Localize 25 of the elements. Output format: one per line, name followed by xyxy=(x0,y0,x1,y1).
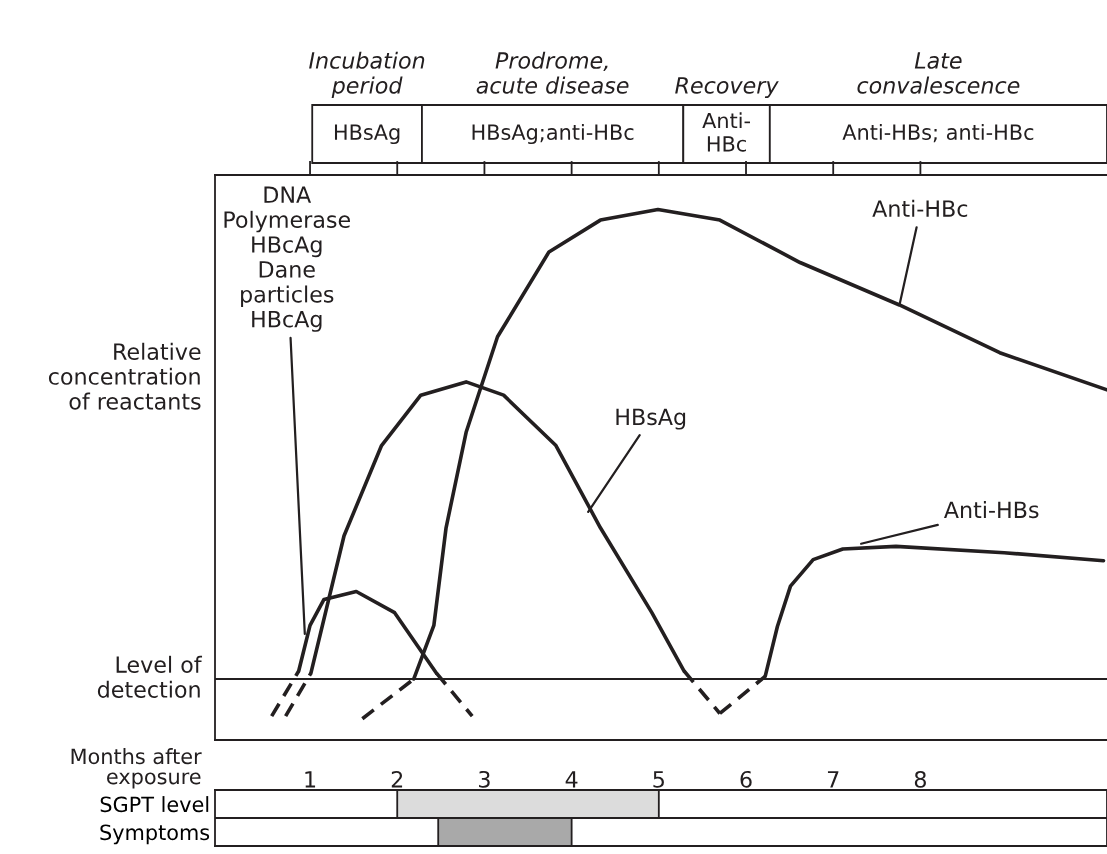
x-tick-label: 1 xyxy=(305,771,316,788)
y-tick-label: Symptoms xyxy=(100,824,210,845)
ref-line-label: Level of detection xyxy=(97,655,203,698)
x-axis-title: Months after exposure xyxy=(71,748,202,789)
text: Anti- HBc xyxy=(702,112,751,152)
x-tick-label: 2 xyxy=(391,770,403,788)
text: Recovery xyxy=(675,77,779,99)
annotation: HBsAg xyxy=(616,408,686,430)
text: Incubation period xyxy=(309,51,425,99)
text: Prodrome, acute disease xyxy=(476,51,629,94)
x-tick-label: 8 xyxy=(914,770,926,788)
x-tick-label: 3 xyxy=(479,770,490,788)
annotation: Anti-HBc xyxy=(872,199,968,217)
text: Late convalescence xyxy=(857,52,1020,94)
text: Anti-HBs; anti-HBc xyxy=(842,123,1034,143)
text: HBsAg;anti-HBc xyxy=(472,123,634,145)
x-tick-label: 7 xyxy=(827,771,839,788)
y-axis-title: Relative concentration of reactants xyxy=(48,342,201,410)
annotation: DNA Polymerase HBcAg Dane particles HBcAg xyxy=(224,186,350,332)
y-tick-label: SGPT level xyxy=(100,796,209,813)
text: HBsAg xyxy=(334,124,400,145)
annotation: Anti-HBs xyxy=(943,501,1039,519)
x-tick-label: 4 xyxy=(565,771,578,788)
x-tick-label: 6 xyxy=(740,770,752,788)
x-tick-label: 5 xyxy=(653,771,664,788)
